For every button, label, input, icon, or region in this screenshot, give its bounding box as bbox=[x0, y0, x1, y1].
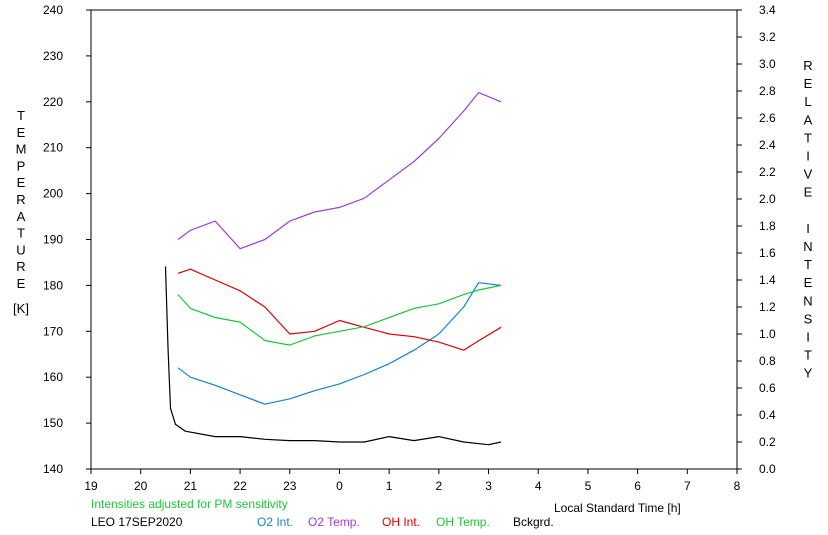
y-left-tick-label: 220 bbox=[43, 95, 63, 109]
y-left-axis-title-letter: U bbox=[16, 242, 25, 257]
y-right-tick-label: 1.8 bbox=[759, 219, 776, 233]
y-left-tick-label: 140 bbox=[43, 462, 63, 476]
y-right-axis-title-letter: I bbox=[806, 330, 810, 345]
y-right-tick-label: 2.8 bbox=[759, 84, 776, 98]
y-left-axis-title-letter: R bbox=[16, 192, 25, 207]
y-left-tick-label: 150 bbox=[43, 416, 63, 430]
y-right-axis-title-letter: S bbox=[804, 311, 813, 326]
station-date: LEO 17SEP2020 bbox=[91, 515, 183, 529]
y-right-tick-label: 3.4 bbox=[759, 3, 776, 17]
y-right-tick-label: 3.2 bbox=[759, 30, 776, 44]
y-right-tick-label: 1.6 bbox=[759, 246, 776, 260]
y-left-tick-label: 240 bbox=[43, 3, 63, 17]
legend-oh_int: OH Int. bbox=[382, 515, 420, 529]
intensity-note: Intensities adjusted for PM sensitivity bbox=[91, 497, 288, 511]
y-right-tick-label: 0.0 bbox=[759, 462, 776, 476]
y-right-axis-title-letter: T bbox=[804, 348, 812, 363]
y-right-tick-label: 0.8 bbox=[759, 354, 776, 368]
series-line-oh_temp bbox=[177, 284, 502, 346]
y-right-tick-label: 1.2 bbox=[759, 300, 776, 314]
series-line-oh_int bbox=[177, 268, 502, 351]
y-right-axis-title-letter: R bbox=[803, 58, 812, 73]
y-right-tick-label: 3.0 bbox=[759, 57, 776, 71]
y-right-tick-label: 0.6 bbox=[759, 381, 776, 395]
y-left-axis-title-letter: E bbox=[17, 125, 26, 140]
y-left-tick-label: 210 bbox=[43, 141, 63, 155]
y-right-axis-title-letter: T bbox=[804, 130, 812, 145]
x-tick-label: 22 bbox=[233, 479, 247, 493]
y-left-tick-label: 200 bbox=[43, 187, 63, 201]
y-right-tick-label: 1.4 bbox=[759, 273, 776, 287]
y-right-tick-label: 0.4 bbox=[759, 408, 776, 422]
y-left-tick-label: 180 bbox=[43, 278, 63, 292]
y-right-axis-title-letter: T bbox=[804, 257, 812, 272]
y-left-axis-title-letter: E bbox=[17, 175, 26, 190]
y-right-tick-label: 2.6 bbox=[759, 111, 776, 125]
y-right-axis-title-letter: E bbox=[804, 275, 813, 290]
x-tick-label: 7 bbox=[684, 479, 691, 493]
x-tick-label: 8 bbox=[734, 479, 741, 493]
y-right-tick-label: 2.0 bbox=[759, 192, 776, 206]
y-left-axis-title-letter: M bbox=[16, 142, 27, 157]
y-left-tick-label: 170 bbox=[43, 324, 63, 338]
y-right-axis-title-letter: A bbox=[804, 112, 813, 127]
y-right-axis-title-letter: E bbox=[804, 185, 813, 200]
x-tick-label: 1 bbox=[386, 479, 393, 493]
series-line-o2_temp bbox=[177, 91, 502, 250]
x-tick-label: 20 bbox=[134, 479, 148, 493]
x-tick-label: 23 bbox=[283, 479, 297, 493]
y-right-tick-label: 2.2 bbox=[759, 165, 776, 179]
x-tick-label: 5 bbox=[585, 479, 592, 493]
y-left-axis-title-letter: T bbox=[17, 226, 25, 241]
x-tick-label: 0 bbox=[336, 479, 343, 493]
y-right-axis-title-letter: V bbox=[804, 167, 813, 182]
y-right-axis-title-letter: I bbox=[806, 221, 810, 236]
y-right-tick-label: 0.2 bbox=[759, 435, 776, 449]
y-left-axis-title-letter: E bbox=[17, 276, 26, 291]
y-right-axis-title-letter: N bbox=[803, 239, 812, 254]
x-tick-label: 6 bbox=[634, 479, 641, 493]
y-right-axis-title-letter: N bbox=[803, 293, 812, 308]
legend-oh_temp: OH Temp. bbox=[436, 515, 490, 529]
plot-frame bbox=[90, 9, 738, 470]
y-left-tick-label: 230 bbox=[43, 49, 63, 63]
y-left-axis-title-letter: A bbox=[17, 209, 26, 224]
y-left-axis-title-letter: R bbox=[16, 259, 25, 274]
x-tick-label: 3 bbox=[485, 479, 492, 493]
y-left-axis-title-letter: P bbox=[17, 158, 26, 173]
legend-o2_temp: O2 Temp. bbox=[308, 515, 360, 529]
y-right-axis-title-letter: Y bbox=[804, 366, 813, 381]
series-line-o2_int bbox=[177, 282, 502, 405]
x-tick-label: 2 bbox=[436, 479, 443, 493]
x-tick-label: 19 bbox=[84, 479, 98, 493]
y-right-axis-title-letter: E bbox=[804, 76, 813, 91]
y-right-tick-label: 1.0 bbox=[759, 327, 776, 341]
y-right-axis-title-letter: L bbox=[804, 94, 811, 109]
legend-o2_int: O2 Int. bbox=[257, 515, 293, 529]
y-left-tick-label: 160 bbox=[43, 370, 63, 384]
x-tick-label: 4 bbox=[535, 479, 542, 493]
y-left-axis-title-letter: T bbox=[17, 108, 25, 123]
series-line-bckgrd bbox=[164, 266, 502, 446]
y-left-axis-unit: [K] bbox=[13, 301, 29, 316]
y-right-axis-title-letter: I bbox=[806, 149, 810, 164]
legend-bckgrd: Bckgrd. bbox=[513, 515, 554, 529]
y-right-tick-label: 2.4 bbox=[759, 138, 776, 152]
x-axis-title: Local Standard Time [h] bbox=[554, 501, 681, 515]
x-tick-label: 21 bbox=[184, 479, 198, 493]
y-left-tick-label: 190 bbox=[43, 233, 63, 247]
